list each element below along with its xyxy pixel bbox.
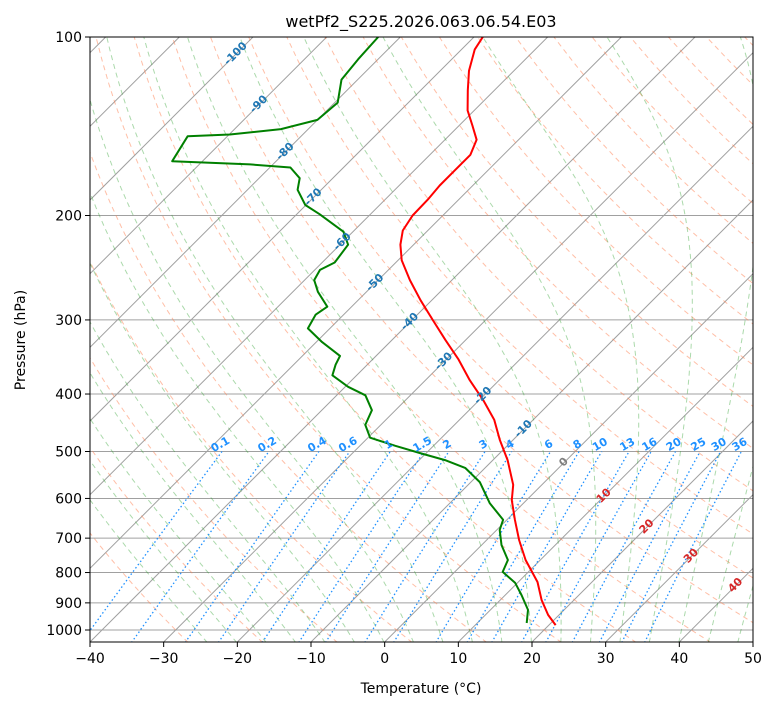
- isotherm-label: -30: [432, 349, 455, 372]
- isotherm-line: [384, 37, 775, 643]
- x-tick-label: 20: [523, 651, 541, 667]
- moist-adiabat-line: [607, 37, 692, 643]
- isotherm-label: -40: [398, 310, 421, 333]
- moist-adiabat-line: [738, 37, 775, 643]
- mixing-ratio-line: [262, 452, 390, 643]
- background-lines: [0, 37, 775, 643]
- data-series: [172, 37, 555, 625]
- x-axis-label: Temperature (°C): [360, 681, 482, 697]
- mixing-ratio-label: 3: [477, 437, 490, 452]
- y-tick-label: 700: [55, 531, 82, 547]
- dry-adiabat-line: [516, 37, 775, 643]
- isotherm-label: -80: [273, 140, 296, 163]
- x-tick-label: −40: [75, 651, 105, 667]
- y-tick-label: 900: [55, 596, 82, 612]
- y-tick-label: 200: [55, 209, 82, 225]
- isotherm-label: -50: [363, 271, 386, 294]
- mixing-ratio-line: [522, 452, 630, 643]
- dry-adiabat-line: [439, 37, 775, 643]
- isotherm-label: -10: [512, 417, 535, 440]
- dry-adiabat-line: [58, 37, 487, 643]
- x-tick-label: −10: [296, 651, 326, 667]
- x-tick-label: −30: [149, 651, 179, 667]
- isotherm-label: 10: [594, 485, 614, 505]
- y-tick-label: 600: [55, 491, 82, 507]
- isotherm-label: -100: [221, 39, 250, 68]
- isotherm-label: 0: [556, 455, 571, 470]
- mixing-ratio-line: [81, 452, 222, 643]
- plot-frame: [90, 37, 753, 642]
- moist-adiabat-line: [188, 37, 503, 643]
- dry-adiabat-line: [134, 37, 636, 643]
- chart-title: wetPf2_S225.2026.063.06.54.E03: [285, 12, 556, 32]
- x-tick-label: 0: [380, 651, 389, 667]
- isotherm-line: [163, 37, 769, 643]
- mixing-ratio-label: 6: [542, 437, 555, 452]
- moist-adiabat-line: [22, 37, 354, 643]
- isotherm-line: [0, 37, 474, 643]
- isotherm-label: 40: [725, 575, 745, 595]
- isotherm-line: [752, 37, 775, 643]
- isotherm-line: [0, 37, 400, 643]
- isotherm-line: [0, 37, 327, 643]
- isotherm-label: 20: [637, 516, 657, 536]
- y-tick-label: 300: [55, 313, 82, 329]
- isotherm-line: [89, 37, 695, 643]
- isotherm-label: -90: [247, 92, 270, 115]
- x-tick-label: −20: [223, 651, 253, 667]
- isotherm-line: [0, 37, 253, 643]
- mixing-ratio-line: [467, 452, 579, 643]
- x-tick-label: 30: [597, 651, 615, 667]
- dry-adiabat-line: [707, 37, 775, 643]
- mixing-ratio-line: [326, 452, 449, 643]
- dry-adiabat-line: [745, 37, 775, 643]
- isotherm-label: -60: [331, 230, 354, 253]
- y-tick-label: 500: [55, 444, 82, 460]
- moist-adiabat-line: [0, 37, 207, 643]
- mixing-ratio-line: [546, 452, 652, 643]
- moist-adiabat-line: [0, 37, 237, 643]
- y-tick-label: 400: [55, 387, 82, 403]
- mixing-ratio-line: [436, 452, 551, 643]
- x-tick-label: 10: [449, 651, 467, 667]
- dry-adiabat-line: [20, 37, 413, 643]
- dry-adiabat-line: [0, 37, 263, 643]
- mixing-ratio-line: [365, 452, 485, 643]
- y-tick-label: 100: [55, 30, 82, 46]
- y-tick-label: 800: [55, 566, 82, 582]
- mixing-ratio-label: 2: [441, 437, 454, 452]
- x-tick-label: 40: [670, 651, 688, 667]
- y-axis-label: Pressure (hPa): [13, 290, 29, 390]
- dry-adiabat-line: [592, 37, 775, 643]
- moist-adiabat-line: [0, 37, 266, 643]
- y-tick-label: 1000: [46, 623, 82, 639]
- x-tick-label: 50: [744, 651, 762, 667]
- mixing-ratio-label: 4: [503, 437, 516, 452]
